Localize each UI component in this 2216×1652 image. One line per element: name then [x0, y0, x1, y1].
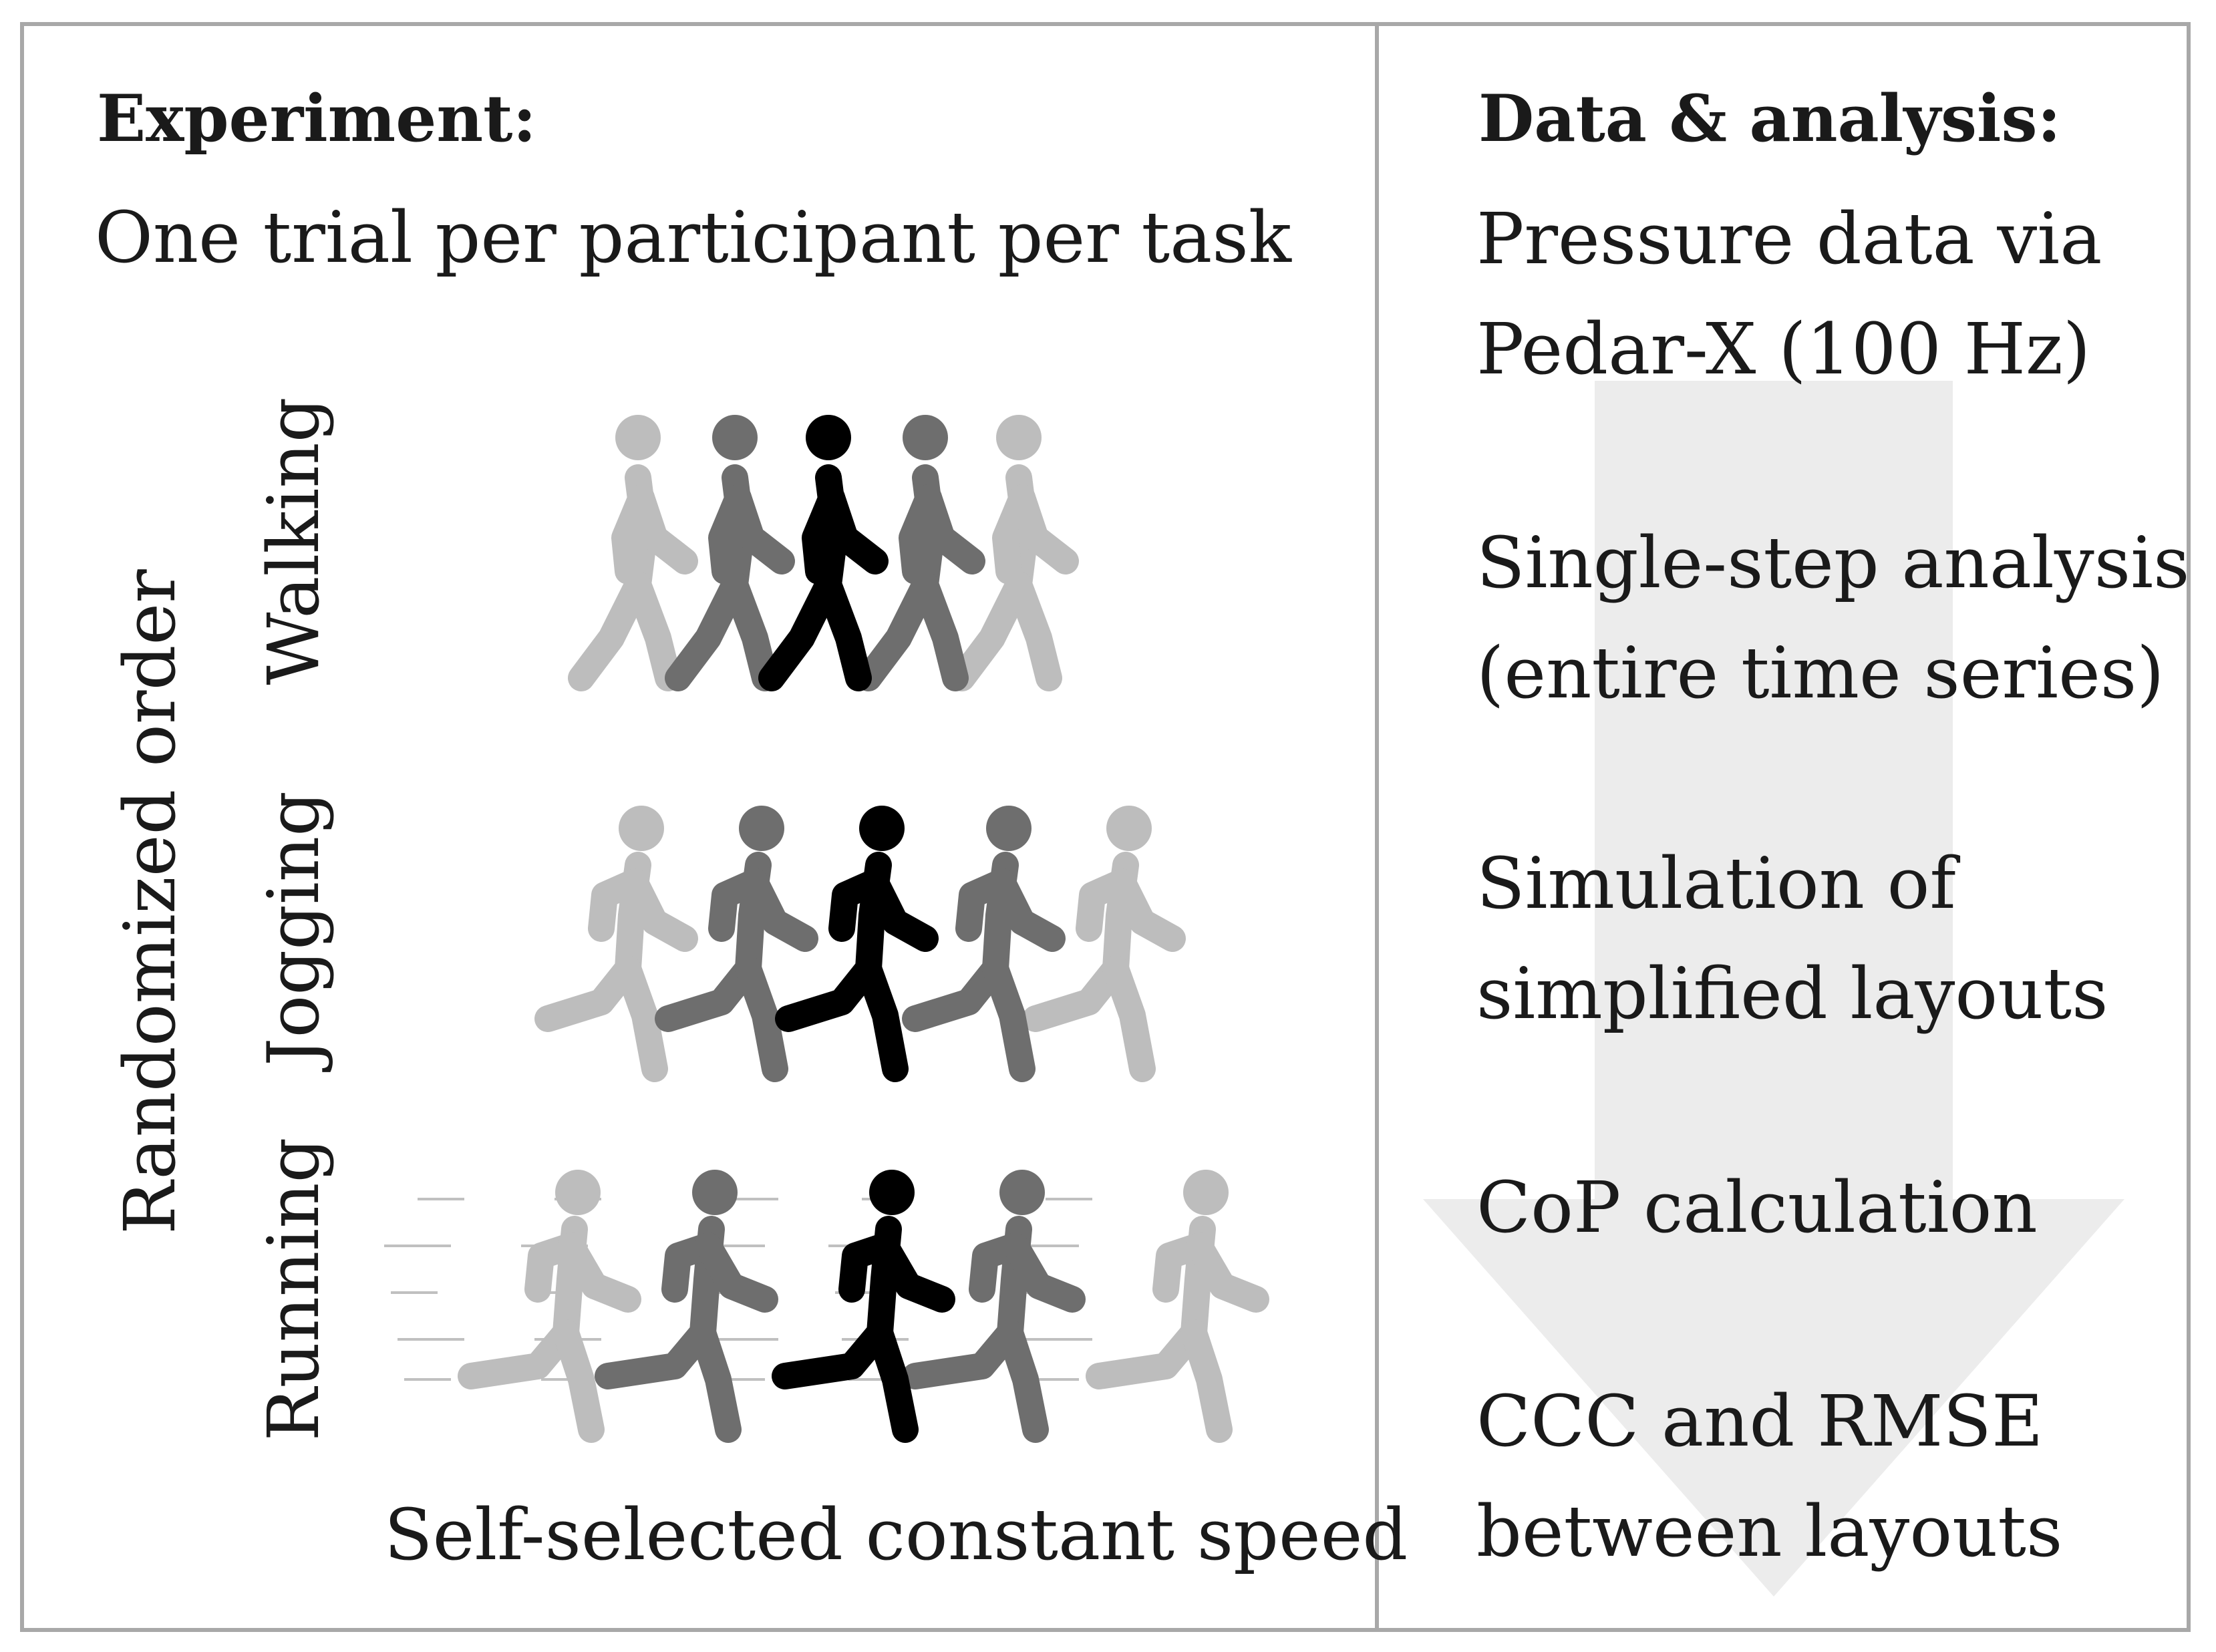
jogging-person-icon — [775, 806, 939, 1082]
running-person-icon — [1086, 1170, 1269, 1443]
step-1-line-1: Pressure data via — [1476, 198, 2102, 280]
step-3-line-2: simplified layouts — [1476, 953, 2108, 1035]
running-person-icon — [772, 1170, 955, 1443]
walking-person-icon — [949, 415, 1079, 691]
step-5-line-2: between layouts — [1476, 1490, 2063, 1573]
running-person-icon — [595, 1170, 778, 1443]
outer-frame — [20, 22, 2191, 1632]
analysis-heading: Data & analysis: — [1478, 81, 2061, 156]
running-person-icon — [902, 1170, 1086, 1443]
jogging-person-icon — [902, 806, 1066, 1082]
step-1-line-2: Pedar-X (100 Hz) — [1476, 308, 2091, 390]
walking-person-icon — [855, 415, 985, 691]
step-4-line-1: CoP calculation — [1476, 1166, 2038, 1249]
step-5-line-1: CCC and RMSE — [1476, 1380, 2044, 1462]
step-2-line-1: Single-step analysis — [1476, 522, 2190, 604]
speed-caption: Self-selected constant speed — [384, 1494, 1408, 1576]
jogging-row — [534, 806, 1186, 1082]
running-row — [384, 1170, 1269, 1443]
step-2-line-2: (entire time series) — [1476, 632, 2165, 714]
jogging-person-icon — [655, 806, 818, 1082]
walking-person-icon — [758, 415, 889, 691]
experiment-subtitle: One trial per participant per task — [95, 196, 1291, 279]
experiment-heading: Experiment: — [97, 81, 536, 156]
step-3-line-1: Simulation of — [1476, 842, 1956, 925]
column-divider — [1375, 22, 1379, 1632]
running-person-icon — [458, 1170, 641, 1443]
walking-person-icon — [568, 415, 698, 691]
walking-person-icon — [665, 415, 795, 691]
jogging-person-icon — [1022, 806, 1186, 1082]
walking-row — [568, 415, 1079, 691]
jogging-person-icon — [534, 806, 698, 1082]
